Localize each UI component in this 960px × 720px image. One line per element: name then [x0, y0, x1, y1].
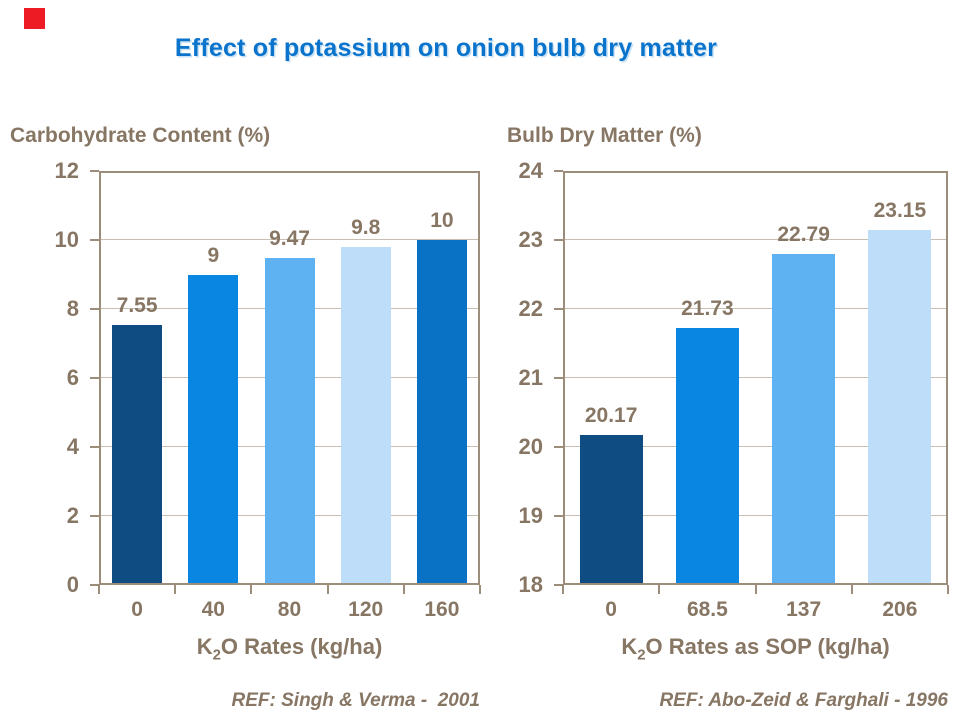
y-axis-tick-label: 23 — [518, 227, 543, 252]
x-tick-mark — [403, 585, 405, 594]
gridline — [563, 308, 948, 309]
y-tick-mark — [90, 446, 99, 448]
y-tick-mark — [554, 239, 563, 241]
bar-value-label: 20.17 — [584, 404, 638, 428]
x-axis-title-text: O Rates (kg/ha) — [220, 634, 383, 659]
y-tick-mark — [90, 377, 99, 379]
bar-value-label: 9 — [207, 243, 220, 267]
y-tick-mark — [554, 446, 563, 448]
chart-title: Bulb Dry Matter (%) — [507, 124, 702, 147]
x-tick-mark — [851, 585, 853, 594]
y-tick-mark — [90, 170, 99, 172]
y-tick-mark — [90, 308, 99, 310]
reference-caption: REF: Singh & Verma - 2001 — [231, 690, 480, 711]
x-axis-title: K2O Rates as SOP (kg/ha) — [563, 634, 948, 664]
gridline — [563, 377, 948, 378]
y-axis-tick-label: 2 — [66, 503, 79, 528]
bar-value-label: 10 — [430, 209, 454, 232]
y-tick-mark — [90, 584, 99, 586]
y-axis-tick-label: 12 — [54, 158, 79, 183]
x-axis-tick-label: 137 — [786, 598, 822, 621]
y-axis-tick-label: 10 — [54, 227, 79, 252]
gridline — [563, 239, 948, 240]
bar-value-label: 23.15 — [873, 198, 927, 222]
x-axis-tick-label: 80 — [277, 598, 302, 621]
x-axis-tick-label: 206 — [882, 598, 918, 621]
bar — [772, 254, 836, 585]
y-axis-tick-label: 21 — [518, 365, 543, 390]
red-square-marker — [24, 8, 45, 29]
bar — [416, 240, 467, 585]
x-axis-title-text: K — [196, 634, 213, 659]
x-axis-tick-label: 120 — [348, 598, 384, 621]
x-tick-mark — [947, 585, 949, 594]
y-tick-mark — [554, 377, 563, 379]
y-tick-mark — [554, 170, 563, 172]
y-axis-tick-label: 8 — [66, 296, 79, 321]
bar-value-label: 9.47 — [269, 227, 310, 251]
bar-value-label: 21.73 — [681, 296, 734, 320]
y-axis-tick-label: 22 — [518, 296, 543, 321]
x-tick-mark — [479, 585, 481, 594]
y-axis-tick-label: 24 — [518, 158, 543, 183]
x-tick-mark — [658, 585, 660, 594]
bar — [340, 246, 391, 585]
gridline — [563, 446, 948, 447]
bar — [264, 258, 315, 585]
chart-title: Carbohydrate Content (%) — [10, 124, 271, 147]
y-axis-tick-label: 0 — [66, 572, 79, 597]
bar — [579, 435, 643, 585]
y-tick-mark — [90, 515, 99, 517]
gridline — [563, 515, 948, 516]
x-tick-mark — [250, 585, 252, 594]
x-tick-mark — [755, 585, 757, 594]
plot-area — [563, 171, 948, 585]
x-axis-title-subscript: 2 — [637, 646, 646, 664]
y-tick-mark — [554, 584, 563, 586]
x-axis-tick-label: 40 — [201, 598, 225, 621]
bar — [112, 324, 163, 585]
x-axis-tick-label: 68.5 — [686, 598, 728, 621]
x-axis-tick-label: 0 — [605, 598, 617, 621]
slide-title: Effect of potassium on onion bulb dry ma… — [174, 34, 718, 62]
x-axis-tick-label: 160 — [424, 598, 460, 621]
gridline — [99, 239, 480, 240]
y-axis-tick-label: 19 — [518, 503, 543, 528]
bar-value-label: 9.8 — [351, 215, 381, 239]
y-axis-tick-label: 6 — [66, 365, 79, 390]
x-tick-mark — [98, 585, 100, 594]
x-tick-mark — [327, 585, 329, 594]
bar-value-label: 7.55 — [116, 293, 158, 317]
plot-area — [99, 171, 480, 585]
x-axis-title-text: K — [621, 634, 638, 659]
bar — [188, 274, 239, 585]
reference-caption: REF: Abo-Zeid & Farghali - 1996 — [659, 690, 948, 711]
x-axis-tick-label: 0 — [131, 598, 143, 621]
bar-value-label: 22.79 — [777, 223, 830, 247]
x-axis-title-subscript: 2 — [212, 646, 221, 664]
x-tick-mark — [174, 585, 176, 594]
y-tick-mark — [554, 515, 563, 517]
x-axis-title-text: O Rates as SOP (kg/ha) — [645, 634, 890, 659]
bar — [868, 229, 932, 585]
y-axis-tick-label: 4 — [66, 434, 79, 459]
y-tick-mark — [554, 308, 563, 310]
y-axis-tick-label: 20 — [518, 434, 543, 459]
y-tick-mark — [90, 239, 99, 241]
x-axis-title: K2O Rates (kg/ha) — [99, 634, 480, 664]
bar — [675, 327, 739, 585]
x-tick-mark — [562, 585, 564, 594]
y-axis-tick-label: 18 — [518, 572, 543, 597]
